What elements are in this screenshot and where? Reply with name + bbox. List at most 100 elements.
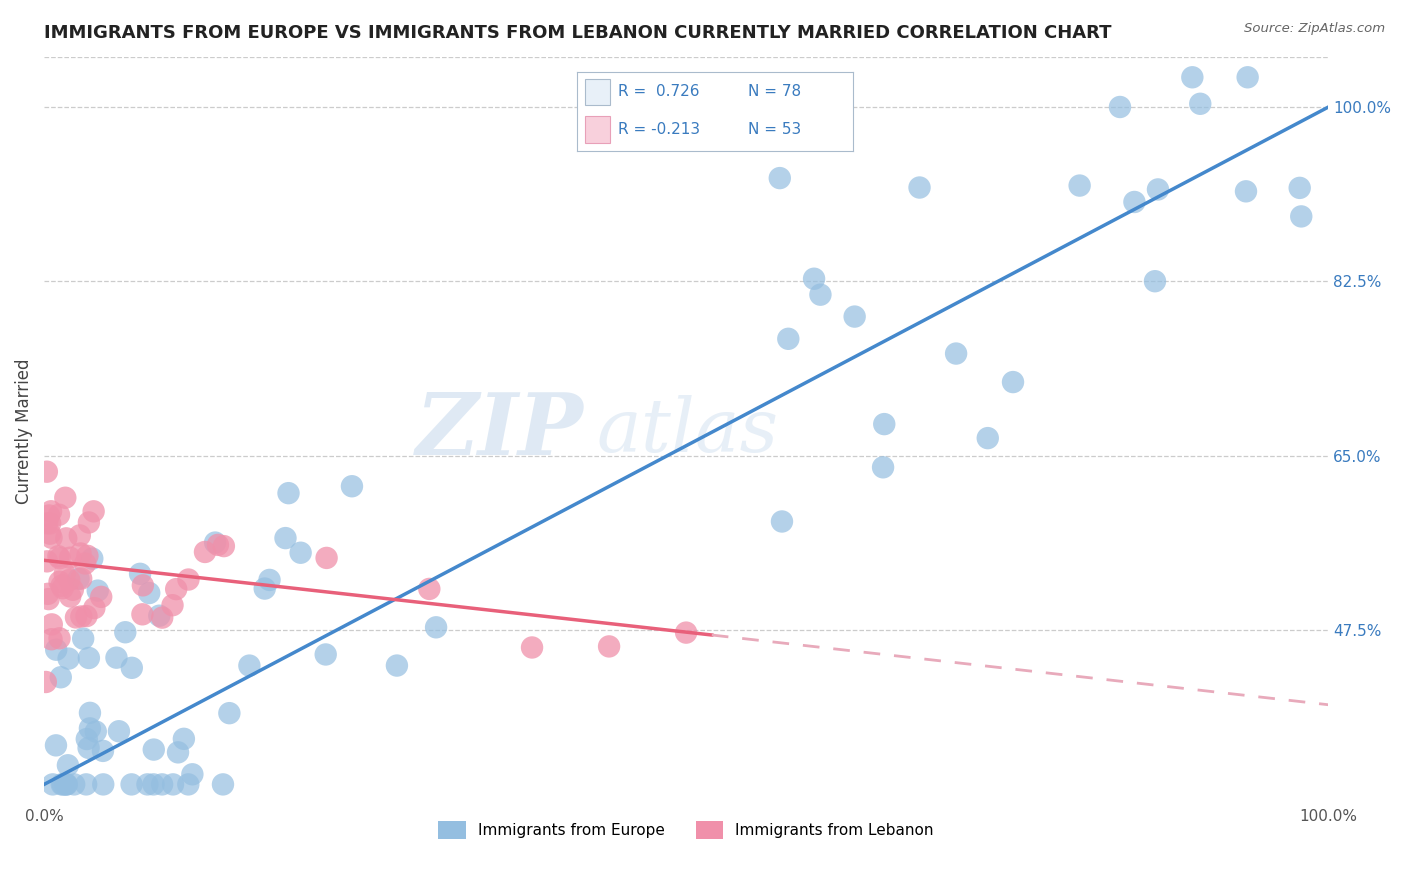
Point bbox=[803, 271, 825, 285]
Point bbox=[1288, 181, 1310, 195]
Point bbox=[59, 550, 82, 565]
Point bbox=[35, 465, 58, 479]
Point bbox=[39, 516, 62, 531]
Point bbox=[37, 587, 59, 601]
Point bbox=[48, 549, 70, 564]
Point bbox=[207, 538, 229, 552]
Point bbox=[82, 551, 104, 566]
Point bbox=[75, 557, 97, 571]
Point bbox=[177, 573, 200, 587]
Point bbox=[204, 535, 226, 549]
Point bbox=[49, 670, 72, 684]
Point bbox=[79, 706, 101, 720]
Point bbox=[63, 777, 86, 791]
Point bbox=[212, 539, 235, 553]
Point bbox=[76, 732, 98, 747]
Point bbox=[45, 642, 67, 657]
Point bbox=[598, 640, 620, 654]
Point bbox=[1236, 70, 1258, 85]
Point bbox=[52, 777, 75, 791]
Point bbox=[41, 531, 63, 545]
Point bbox=[132, 578, 155, 592]
Point bbox=[90, 590, 112, 604]
Point bbox=[79, 722, 101, 736]
Point bbox=[83, 504, 105, 518]
Point bbox=[52, 581, 75, 595]
Point bbox=[173, 731, 195, 746]
Point bbox=[844, 310, 866, 324]
Point bbox=[51, 579, 73, 593]
Point bbox=[129, 566, 152, 581]
Point bbox=[675, 625, 697, 640]
Point bbox=[35, 516, 58, 531]
Point bbox=[290, 546, 312, 560]
Point bbox=[70, 572, 93, 586]
Point bbox=[277, 486, 299, 500]
Point bbox=[212, 777, 235, 791]
Point bbox=[138, 586, 160, 600]
Point bbox=[41, 777, 63, 791]
Point bbox=[105, 650, 128, 665]
Point bbox=[56, 758, 79, 772]
Point bbox=[1001, 375, 1024, 389]
Point bbox=[162, 777, 184, 791]
Point bbox=[45, 739, 67, 753]
Point bbox=[35, 554, 58, 568]
Point bbox=[76, 549, 98, 563]
Point bbox=[58, 573, 80, 587]
Point bbox=[59, 590, 82, 604]
Point bbox=[87, 583, 110, 598]
Point bbox=[977, 431, 1000, 445]
Y-axis label: Currently Married: Currently Married bbox=[15, 358, 32, 504]
Point bbox=[67, 572, 90, 586]
Point bbox=[385, 658, 408, 673]
Legend: Immigrants from Europe, Immigrants from Lebanon: Immigrants from Europe, Immigrants from … bbox=[432, 815, 941, 846]
Point bbox=[58, 651, 80, 665]
Point bbox=[121, 777, 143, 791]
Point bbox=[65, 610, 87, 624]
Point bbox=[51, 777, 73, 791]
Point bbox=[167, 745, 190, 759]
Point bbox=[769, 171, 792, 186]
Point bbox=[131, 607, 153, 622]
Point bbox=[1143, 274, 1166, 288]
Point bbox=[53, 566, 76, 581]
Point bbox=[70, 609, 93, 624]
Point bbox=[39, 526, 62, 541]
Point bbox=[810, 287, 832, 301]
Point bbox=[136, 777, 159, 791]
Point bbox=[77, 651, 100, 665]
Text: Source: ZipAtlas.com: Source: ZipAtlas.com bbox=[1244, 22, 1385, 36]
Point bbox=[148, 608, 170, 623]
Point bbox=[41, 617, 63, 632]
Point bbox=[53, 491, 76, 505]
Point bbox=[48, 632, 70, 646]
Point bbox=[84, 724, 107, 739]
Point bbox=[77, 516, 100, 530]
Point bbox=[908, 180, 931, 194]
Point bbox=[75, 777, 97, 791]
Point bbox=[315, 648, 337, 662]
Point bbox=[315, 550, 337, 565]
Point bbox=[274, 531, 297, 545]
Point bbox=[1181, 70, 1204, 85]
Point bbox=[150, 610, 173, 624]
Point bbox=[194, 545, 217, 559]
Point bbox=[259, 573, 281, 587]
Point bbox=[62, 582, 84, 597]
Point bbox=[340, 479, 363, 493]
Point bbox=[114, 625, 136, 640]
Point bbox=[83, 601, 105, 615]
Point bbox=[1123, 194, 1146, 209]
Text: ZIP: ZIP bbox=[416, 389, 583, 473]
Point bbox=[218, 706, 240, 721]
Point bbox=[1189, 96, 1212, 111]
Point bbox=[77, 740, 100, 755]
Point bbox=[91, 777, 114, 791]
Point bbox=[69, 547, 91, 561]
Point bbox=[142, 742, 165, 756]
Point bbox=[35, 675, 58, 690]
Point bbox=[1069, 178, 1091, 193]
Point bbox=[38, 508, 60, 523]
Point bbox=[1234, 184, 1257, 198]
